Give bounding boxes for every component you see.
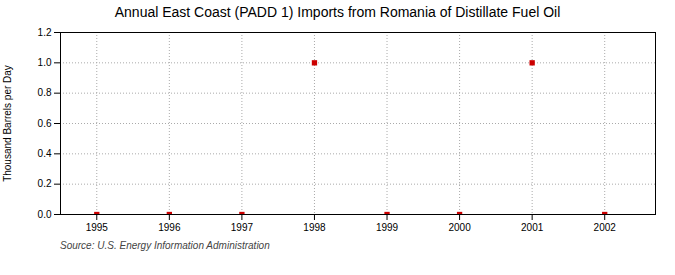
html-text:Annual East Coast (PADD 1) Imp: Annual East Coast (PADD 1) Imports from … (114, 4, 561, 20)
svg-text:1.0: 1.0 (38, 57, 52, 68)
svg-text:1.2: 1.2 (38, 27, 52, 38)
svg-text:0.8: 0.8 (38, 87, 52, 98)
svg-text:1998: 1998 (303, 222, 326, 233)
svg-text:0.6: 0.6 (38, 118, 52, 129)
svg-text:2002: 2002 (594, 222, 617, 233)
svg-text:Thousand Barrels per Day: Thousand Barrels per Day (2, 65, 13, 182)
html-text:Source: U.S. Energy Informatio: Source: U.S. Energy Information Administ… (60, 240, 270, 251)
svg-text:1999: 1999 (376, 222, 399, 233)
svg-text:1995: 1995 (86, 222, 109, 233)
svg-text:2000: 2000 (448, 222, 471, 233)
svg-text:1996: 1996 (158, 222, 181, 233)
svg-text:1997: 1997 (231, 222, 254, 233)
svg-text:0.0: 0.0 (38, 209, 52, 220)
svg-text:2001: 2001 (521, 222, 544, 233)
svg-text:0.4: 0.4 (38, 148, 52, 159)
svg-text:0.2: 0.2 (38, 178, 52, 189)
